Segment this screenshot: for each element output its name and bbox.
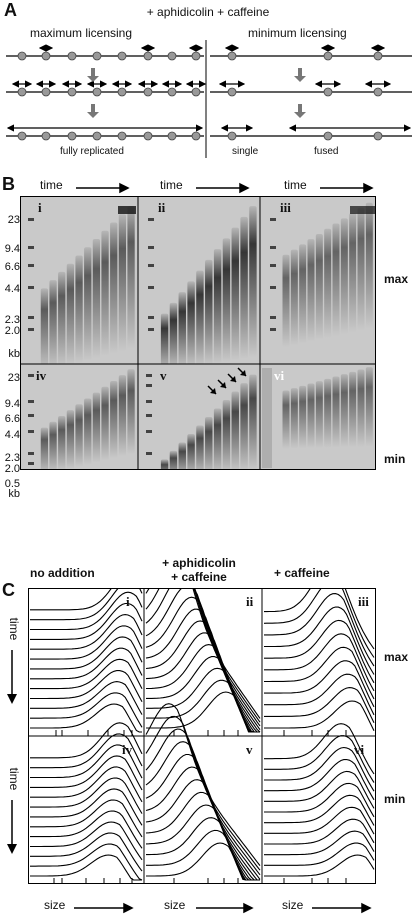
- col-title-no-addition: no addition: [30, 566, 95, 580]
- sub-iv: iv: [36, 368, 47, 383]
- ladder-kb: kb: [8, 348, 20, 360]
- row-label-min-c: min: [384, 792, 406, 806]
- min-licensing-label: minimum licensing: [248, 26, 347, 40]
- licensing-schematic: [6, 40, 412, 158]
- ladder-23: 23: [7, 214, 20, 226]
- panel-c-letter: C: [2, 580, 15, 600]
- panel-a-letter: A: [4, 0, 17, 20]
- sub-i: i: [38, 200, 42, 215]
- prof-sub-i: i: [126, 594, 130, 609]
- profiles-area: [28, 588, 376, 884]
- sub-vi: vi: [274, 368, 285, 383]
- prof-sub-vi: vi: [354, 742, 365, 757]
- ladder-kb-b: kb: [8, 488, 20, 500]
- col-title-aph-caf: + aphidicolin + caffeine: [162, 556, 236, 584]
- ladder-0.5-b: 0.5: [4, 478, 20, 490]
- prof-sub-iv: iv: [122, 742, 133, 757]
- time-vertical-2: time: [7, 767, 21, 791]
- size-arrows: [74, 902, 372, 914]
- prof-sub-iii: iii: [358, 594, 369, 609]
- step-arrows: [87, 68, 306, 118]
- col-title-caffeine: + caffeine: [274, 566, 330, 580]
- size-label-3: size: [282, 898, 304, 912]
- row-label-max-c: max: [384, 650, 409, 664]
- ladder-6.6: 6.6: [4, 261, 20, 273]
- panel-b-letter: B: [2, 174, 15, 194]
- ladder-23-b: 23: [7, 372, 20, 384]
- ladder-2.3-b: 2.3: [4, 452, 20, 464]
- max-licensing-label: maximum licensing: [30, 26, 133, 40]
- time-label-3: time: [284, 178, 307, 192]
- single-caption: single: [232, 146, 259, 157]
- ladder-2.3: 2.3: [4, 314, 20, 326]
- gel-row-max: [20, 196, 376, 364]
- size-label-2: size: [164, 898, 186, 912]
- prof-sub-ii: ii: [246, 594, 254, 609]
- sub-iii: iii: [280, 200, 291, 215]
- ladder-9.4-b: 9.4: [4, 398, 20, 410]
- time-vertical-1: time: [7, 617, 21, 641]
- sub-v: v: [160, 368, 167, 383]
- fused-caption: fused: [314, 146, 339, 157]
- gel-dividers: [20, 196, 376, 470]
- row-label-max-b: max: [384, 272, 409, 286]
- time-label-2: time: [160, 178, 183, 192]
- ladder-4.4: 4.4: [4, 283, 20, 295]
- time-label-1: time: [40, 178, 63, 192]
- sub-ii: ii: [158, 200, 166, 215]
- panel-a-title: + aphidicolin + caffeine: [146, 5, 270, 19]
- ladder-2.0-b: 2.0: [4, 463, 20, 475]
- fully-replicated-caption: fully replicated: [60, 146, 124, 157]
- time-down-arrow-2: [7, 800, 17, 854]
- row-label-min-b: min: [384, 452, 406, 466]
- ladder-2.0: 2.0: [4, 325, 20, 337]
- ladder-4.4-b: 4.4: [4, 429, 20, 441]
- time-arrows: [76, 182, 374, 194]
- ladder-6.6-b: 6.6: [4, 413, 20, 425]
- ladder-9.4: 9.4: [4, 243, 20, 255]
- size-label-1: size: [44, 898, 66, 912]
- time-down-arrow-1: [7, 650, 17, 704]
- gel-row-min: [20, 364, 376, 470]
- prof-sub-v: v: [246, 742, 253, 757]
